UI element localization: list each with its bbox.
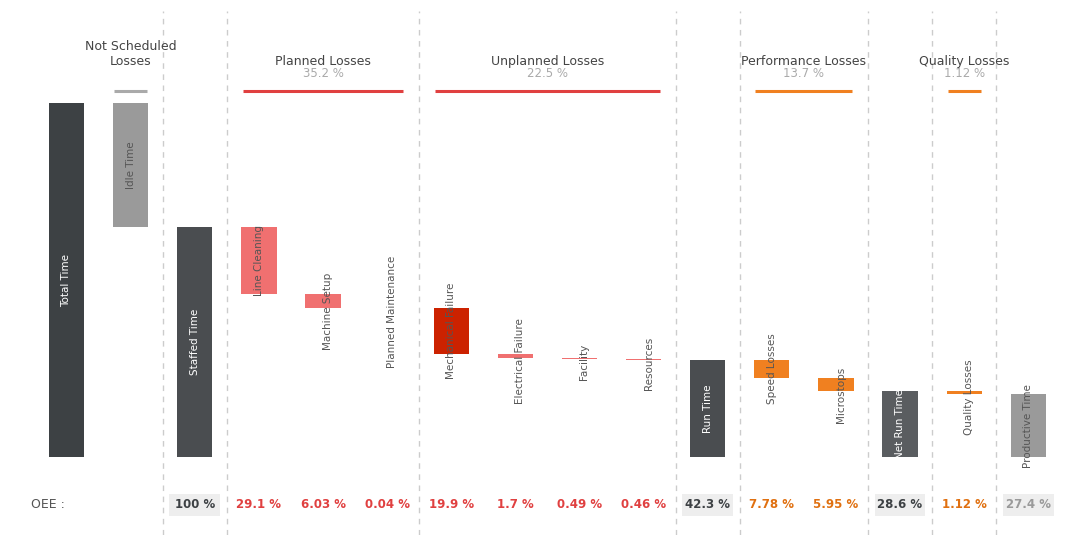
Bar [818,378,853,391]
Text: 6.03 %: 6.03 % [300,498,346,512]
FancyBboxPatch shape [683,494,733,515]
Text: 0.49 %: 0.49 % [557,498,602,512]
FancyBboxPatch shape [169,494,220,515]
Text: 13.7 %: 13.7 % [784,67,824,80]
Bar [1010,394,1046,457]
Text: 0.04 %: 0.04 % [364,498,410,512]
Text: Electrical Failure: Electrical Failure [515,318,526,404]
Text: Performance Losses: Performance Losses [741,55,866,68]
Text: 1.12 %: 1.12 % [942,498,986,512]
Bar [625,359,661,360]
Text: Total Time: Total Time [62,253,72,307]
Text: 1.12 %: 1.12 % [943,67,984,80]
FancyBboxPatch shape [1003,494,1054,515]
Text: Facility: Facility [580,344,590,381]
Bar [434,308,469,354]
Text: Planned Losses: Planned Losses [275,55,371,68]
Text: Quality Losses: Quality Losses [964,360,975,435]
Text: Run Time: Run Time [702,384,712,433]
Bar [49,103,85,457]
Text: Quality Losses: Quality Losses [919,55,1009,68]
Bar [691,360,725,457]
FancyBboxPatch shape [875,494,926,515]
Bar [882,391,918,457]
Text: 0.46 %: 0.46 % [621,498,667,512]
Text: Productive Time: Productive Time [1023,384,1033,467]
Text: Speed Losses: Speed Losses [766,334,777,404]
Text: 7.78 %: 7.78 % [749,498,795,512]
Bar [562,358,597,359]
Text: Mechanical Failure: Mechanical Failure [447,283,456,379]
Text: Machine Setup: Machine Setup [323,273,333,350]
Bar [946,391,982,394]
Text: Line Cleaning: Line Cleaning [254,225,263,296]
Bar [306,294,340,308]
Bar [754,360,789,378]
Text: Resources: Resources [644,337,654,390]
Bar [113,103,149,227]
Bar [498,354,533,358]
Text: 1.7 %: 1.7 % [496,498,533,512]
Text: Unplanned Losses: Unplanned Losses [491,55,604,68]
Text: 22.5 %: 22.5 % [527,67,568,80]
Text: 100 %: 100 % [175,498,215,512]
Bar [177,227,212,457]
Text: 5.95 %: 5.95 % [813,498,859,512]
Text: OEE :: OEE : [31,498,65,512]
Bar [242,227,276,294]
Text: 19.9 %: 19.9 % [428,498,474,512]
Text: Not Scheduled
Losses: Not Scheduled Losses [85,40,177,68]
Text: 28.6 %: 28.6 % [877,498,922,512]
Text: 29.1 %: 29.1 % [236,498,282,512]
Text: Idle Time: Idle Time [126,141,136,189]
Text: 27.4 %: 27.4 % [1006,498,1050,512]
Text: Staffed Time: Staffed Time [190,309,199,375]
Text: 35.2 %: 35.2 % [302,67,344,80]
Text: 42.3 %: 42.3 % [685,498,731,512]
Text: Net Run Time: Net Run Time [895,389,905,459]
Text: Planned Maintenance: Planned Maintenance [387,256,397,367]
Text: Microstops: Microstops [836,367,846,423]
